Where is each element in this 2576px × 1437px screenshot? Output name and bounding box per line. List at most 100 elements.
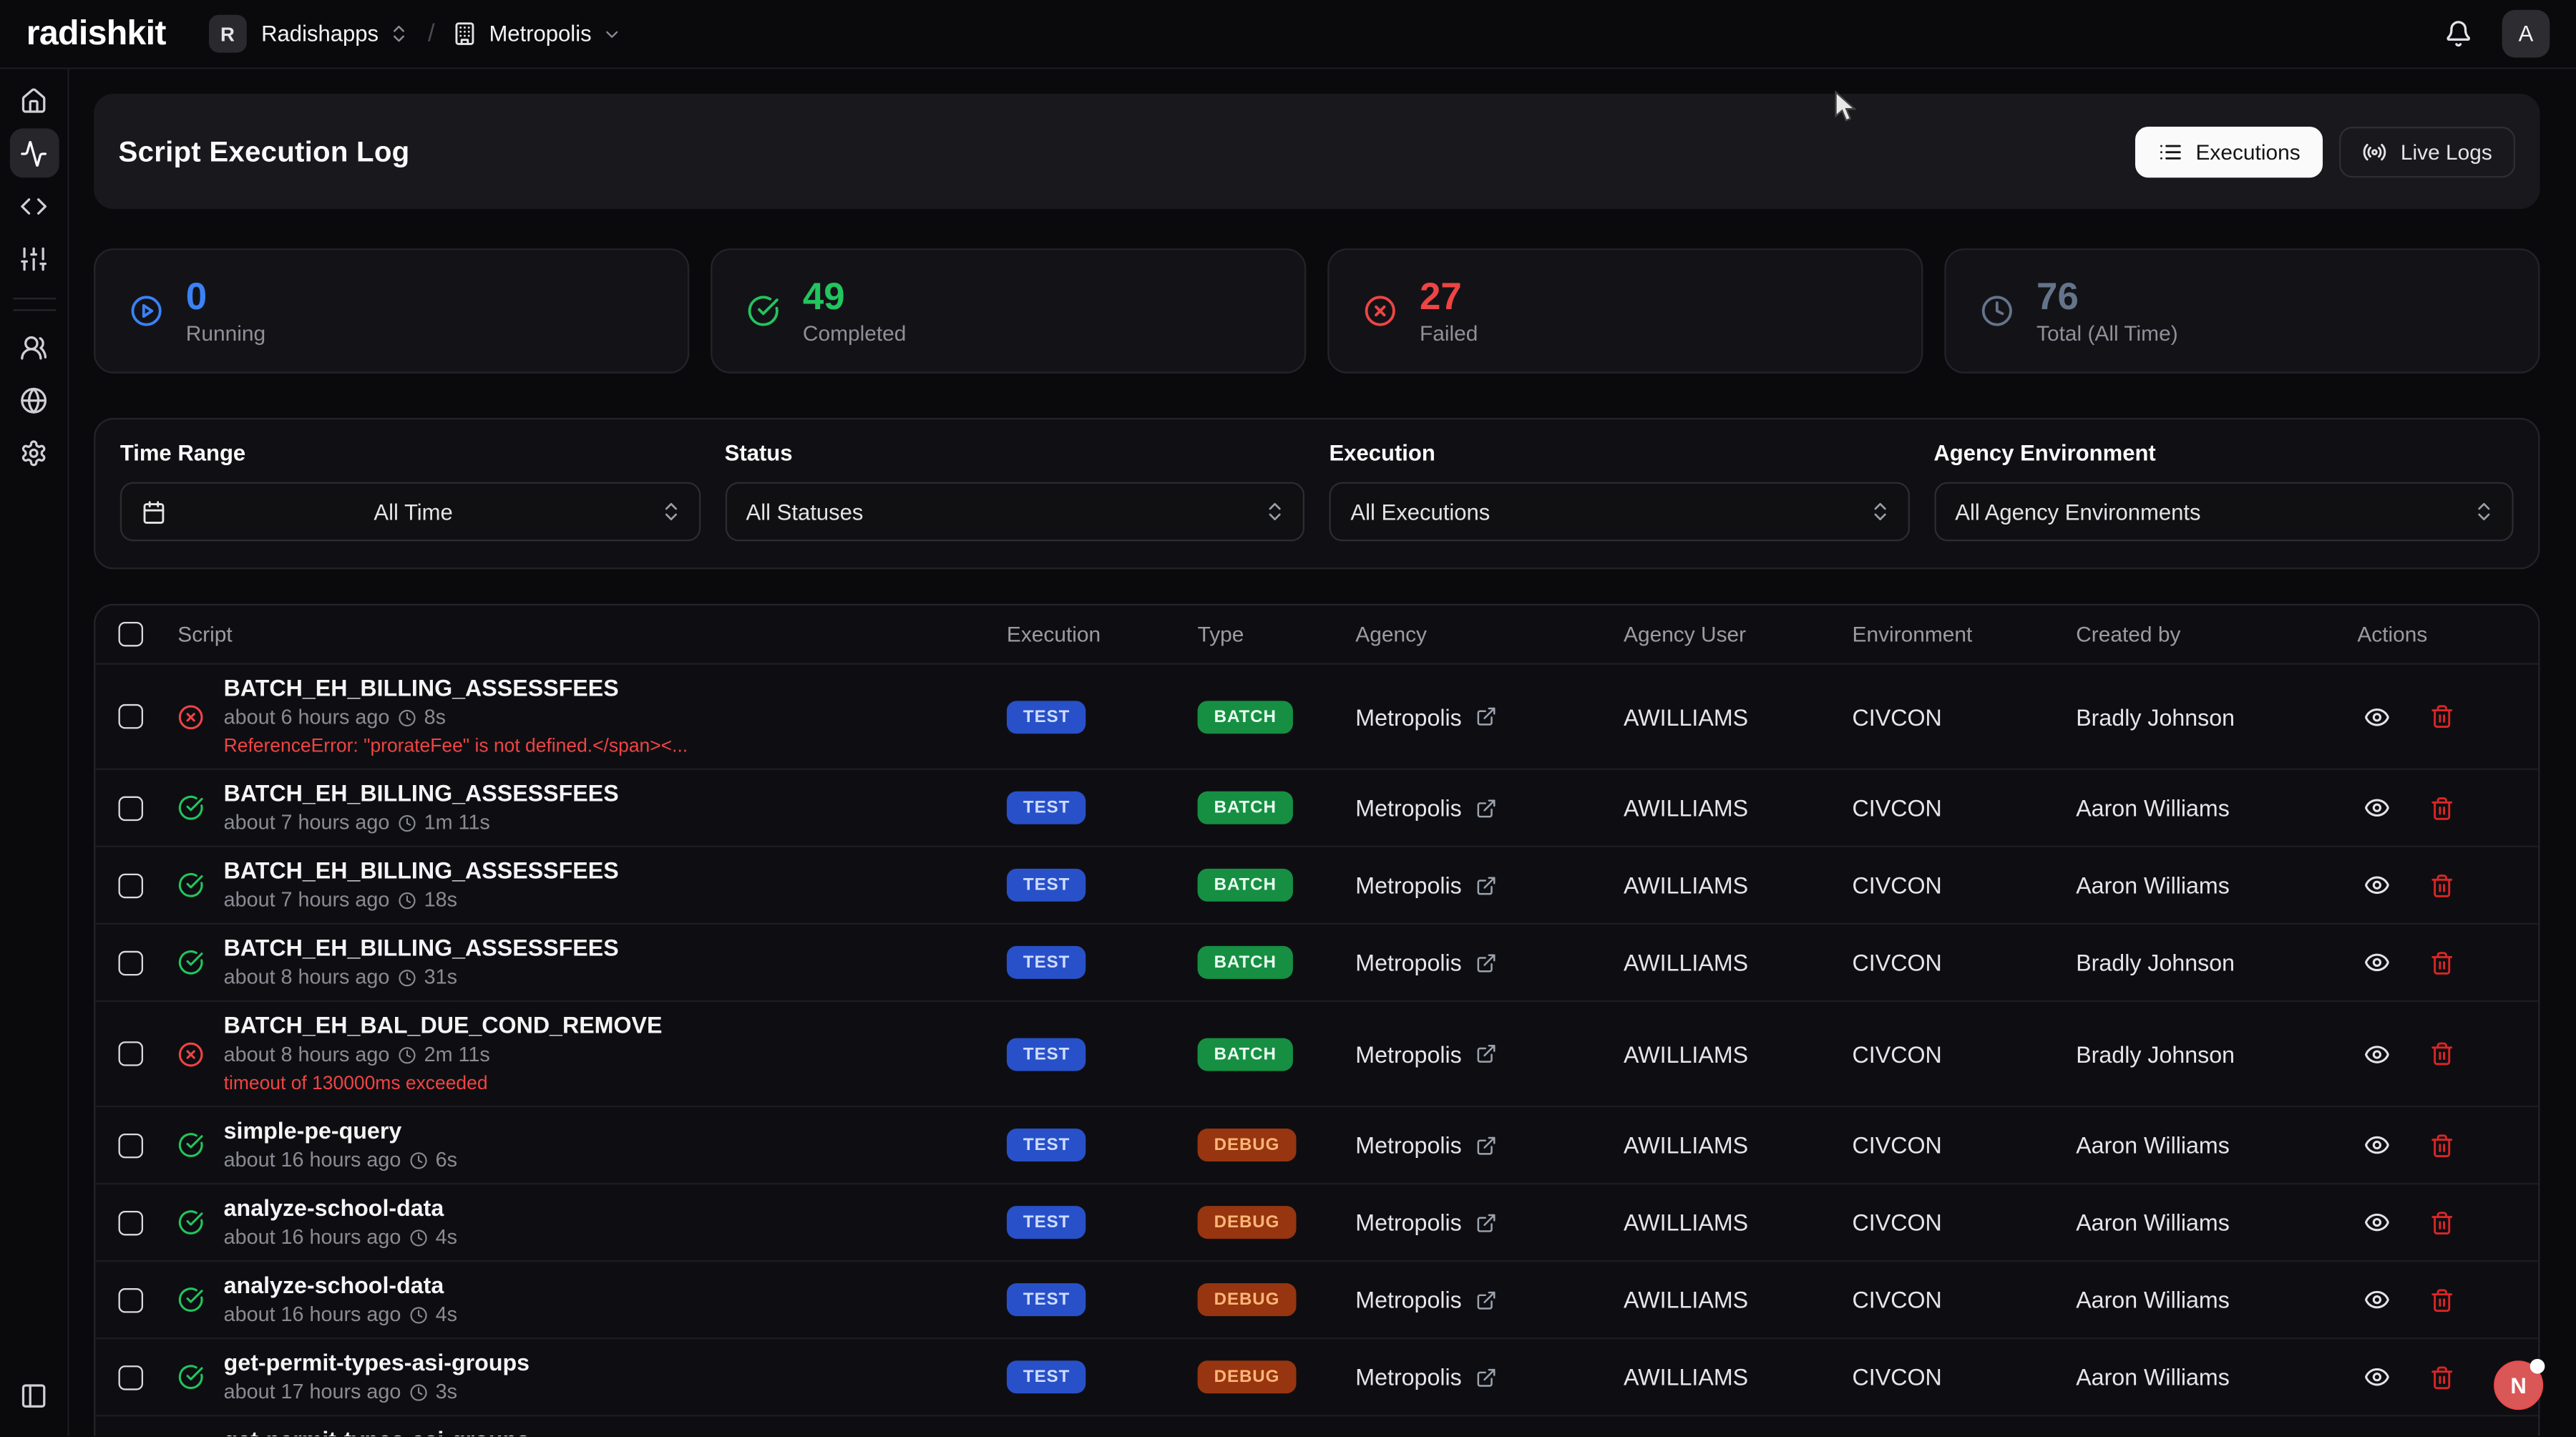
environment: CIVCON [1853, 1364, 1942, 1390]
external-link-icon[interactable] [1475, 706, 1496, 727]
column-header-environment: Environment [1839, 622, 2063, 646]
row-checkbox[interactable] [117, 1210, 142, 1234]
script-name[interactable]: BATCH_EH_BAL_DUE_COND_REMOVE [224, 1010, 663, 1040]
sidebar-item-activity[interactable] [9, 128, 59, 177]
table-row: analyze-school-data about 16 hours ago 4… [95, 1184, 2538, 1262]
row-checkbox[interactable] [117, 1287, 142, 1312]
sidebar-item-home[interactable] [9, 76, 59, 125]
delete-execution-button[interactable] [2429, 950, 2454, 975]
script-name[interactable]: analyze-school-data [224, 1270, 457, 1300]
clock-icon [398, 814, 416, 832]
agency-link[interactable]: Metropolis [1355, 1287, 1461, 1313]
external-link-icon[interactable] [1475, 1289, 1496, 1310]
script-name[interactable]: get-permit-types-asi-groups [224, 1425, 530, 1436]
chevrons-up-down-icon[interactable] [389, 23, 410, 44]
duration: 8s [424, 703, 446, 732]
row-checkbox[interactable] [117, 1365, 142, 1389]
agency-link[interactable]: Metropolis [1355, 1364, 1461, 1390]
user-avatar[interactable]: A [2502, 10, 2550, 58]
external-link-icon[interactable] [1475, 1043, 1496, 1065]
script-name[interactable]: BATCH_EH_BILLING_ASSESSFEES [224, 778, 619, 807]
status-success-icon [177, 872, 204, 898]
external-link-icon[interactable] [1475, 1134, 1496, 1156]
sidebar-item-globe[interactable] [9, 375, 59, 424]
execution-select[interactable]: All Executions [1330, 482, 1909, 542]
view-execution-button[interactable] [2364, 949, 2391, 975]
org-name[interactable]: Radishapps [261, 21, 379, 46]
sidebar-item-code[interactable] [9, 181, 59, 230]
execution-badge: TEST [1007, 1283, 1086, 1316]
created-by: Aaron Williams [2076, 794, 2230, 821]
agency-link[interactable]: Metropolis [1355, 1209, 1461, 1236]
eye-icon [2364, 703, 2391, 730]
row-checkbox[interactable] [117, 950, 142, 975]
delete-execution-button[interactable] [2429, 873, 2454, 897]
live-logs-tab-label: Live Logs [2401, 139, 2492, 163]
agency-link[interactable]: Metropolis [1355, 1041, 1461, 1067]
row-checkbox[interactable] [117, 796, 142, 820]
external-link-icon[interactable] [1475, 797, 1496, 819]
executions-tab-button[interactable]: Executions [2135, 126, 2323, 177]
presence-avatar-button[interactable]: N [2494, 1360, 2543, 1410]
view-execution-button[interactable] [2364, 1287, 2391, 1313]
eye-icon [2364, 1132, 2391, 1159]
agency-environment-select[interactable]: All Agency Environments [1933, 482, 2513, 542]
view-execution-button[interactable] [2364, 1209, 2391, 1236]
created-by: Bradly Johnson [2076, 949, 2235, 975]
agency-link[interactable]: Metropolis [1355, 794, 1461, 821]
view-execution-button[interactable] [2364, 703, 2391, 730]
view-execution-button[interactable] [2364, 794, 2391, 821]
sidebar-item-users[interactable] [9, 323, 59, 372]
page-title: Script Execution Log [119, 134, 410, 168]
trash-icon [2429, 1133, 2454, 1157]
filter-label: Status [725, 441, 1304, 465]
delete-execution-button[interactable] [2429, 1365, 2454, 1389]
delete-execution-button[interactable] [2429, 1133, 2454, 1157]
script-name[interactable]: BATCH_EH_BILLING_ASSESSFEES [224, 932, 619, 962]
sidebar-item-settings[interactable] [9, 428, 59, 477]
agency-user: AWILLIAMS [1624, 794, 1748, 821]
view-execution-button[interactable] [2364, 1041, 2391, 1067]
agency-link[interactable]: Metropolis [1355, 949, 1461, 975]
environment: CIVCON [1853, 872, 1942, 898]
script-name[interactable]: analyze-school-data [224, 1193, 457, 1222]
script-name[interactable]: BATCH_EH_BILLING_ASSESSFEES [224, 673, 688, 702]
agency-link[interactable]: Metropolis [1355, 1132, 1461, 1159]
sidebar-collapse-toggle[interactable] [9, 1370, 59, 1420]
time-range-select[interactable]: All Time [120, 482, 700, 542]
delete-execution-button[interactable] [2429, 1287, 2454, 1312]
notifications-bell-icon[interactable] [2444, 20, 2472, 48]
delete-execution-button[interactable] [2429, 1041, 2454, 1066]
row-checkbox[interactable] [117, 704, 142, 729]
chevron-down-icon[interactable] [601, 24, 621, 44]
live-logs-tab-button[interactable]: Live Logs [2340, 126, 2515, 177]
row-checkbox[interactable] [117, 1133, 142, 1157]
sidebar-item-sliders[interactable] [9, 233, 59, 283]
select-all-checkbox[interactable] [117, 622, 142, 646]
status-select[interactable]: All Statuses [725, 482, 1304, 542]
project-name[interactable]: Metropolis [489, 21, 591, 46]
script-name[interactable]: simple-pe-query [224, 1116, 457, 1145]
delete-execution-button[interactable] [2429, 796, 2454, 820]
status-failed-icon [177, 1041, 204, 1067]
script-meta: about 7 hours ago 1m 11s [224, 808, 619, 837]
external-link-icon[interactable] [1475, 875, 1496, 896]
script-name[interactable]: get-permit-types-asi-groups [224, 1348, 530, 1377]
external-link-icon[interactable] [1475, 1212, 1496, 1233]
view-execution-button[interactable] [2364, 1132, 2391, 1159]
time-ago: about 17 hours ago [224, 1377, 401, 1406]
view-execution-button[interactable] [2364, 872, 2391, 898]
external-link-icon[interactable] [1475, 1366, 1496, 1388]
script-name[interactable]: BATCH_EH_BILLING_ASSESSFEES [224, 855, 619, 885]
clock-icon [409, 1305, 427, 1323]
agency-link[interactable]: Metropolis [1355, 703, 1461, 730]
view-execution-button[interactable] [2364, 1364, 2391, 1390]
delete-execution-button[interactable] [2429, 704, 2454, 729]
created-by: Bradly Johnson [2076, 1041, 2235, 1067]
external-link-icon[interactable] [1475, 952, 1496, 973]
duration: 31s [424, 963, 457, 992]
row-checkbox[interactable] [117, 873, 142, 897]
agency-link[interactable]: Metropolis [1355, 872, 1461, 898]
row-checkbox[interactable] [117, 1041, 142, 1066]
delete-execution-button[interactable] [2429, 1210, 2454, 1234]
